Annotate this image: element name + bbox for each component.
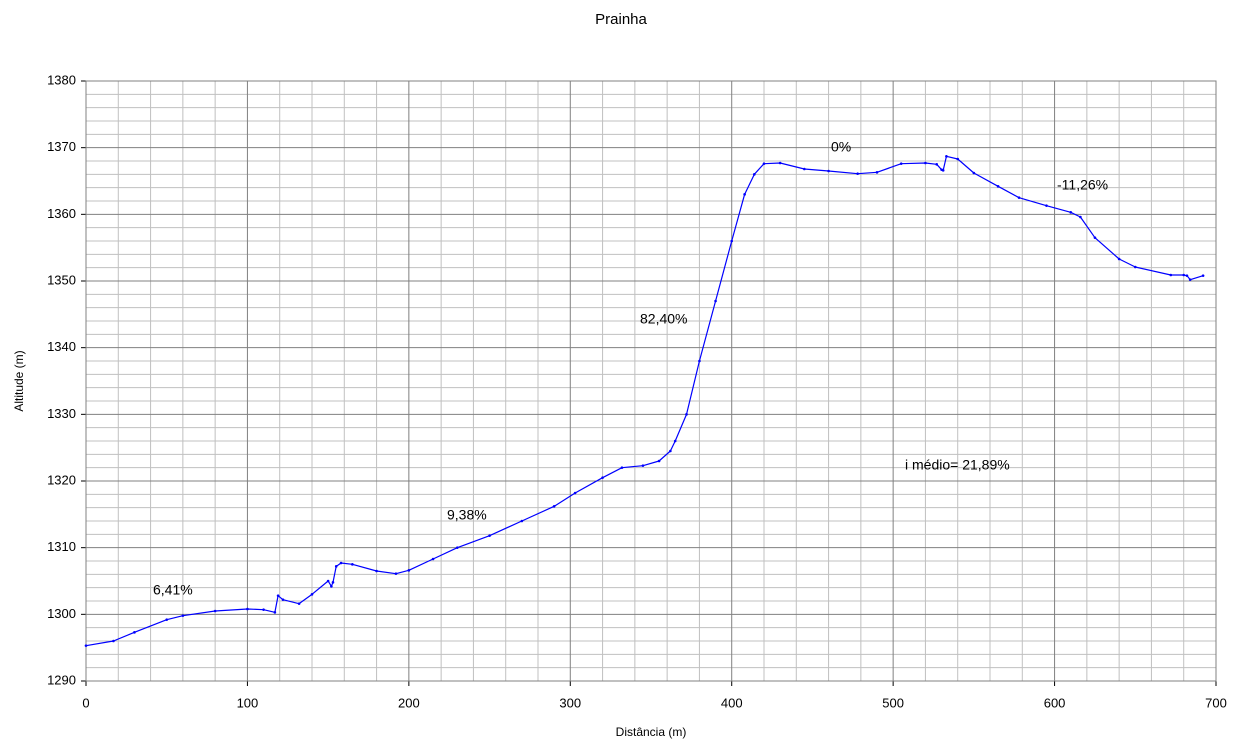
point xyxy=(407,569,411,572)
point xyxy=(297,602,301,605)
x-tick-label: 500 xyxy=(882,695,904,710)
plot-border xyxy=(85,80,1217,682)
point xyxy=(601,476,604,479)
point xyxy=(1201,274,1205,277)
y-tick-label: 1330 xyxy=(47,406,76,421)
point xyxy=(753,173,756,176)
x-tick-label: 0 xyxy=(82,695,89,710)
point xyxy=(856,172,859,175)
x-tick-label: 400 xyxy=(721,695,743,710)
point xyxy=(1045,204,1048,207)
point xyxy=(181,614,185,617)
point xyxy=(133,631,136,634)
y-tick-label: 1290 xyxy=(47,672,76,687)
x-axis-label: Distância (m) xyxy=(616,725,687,739)
point xyxy=(351,563,354,566)
point xyxy=(641,464,645,467)
point xyxy=(431,557,435,561)
point xyxy=(803,167,806,171)
point xyxy=(213,609,217,613)
point xyxy=(1093,236,1097,239)
point xyxy=(1169,273,1173,277)
point xyxy=(762,162,766,165)
point xyxy=(246,607,249,611)
point xyxy=(262,608,265,611)
point xyxy=(945,155,948,158)
y-tick-label: 1370 xyxy=(47,139,76,154)
point xyxy=(310,593,314,596)
point xyxy=(827,169,830,173)
point xyxy=(657,459,661,463)
point xyxy=(743,193,746,196)
y-tick-label: 1360 xyxy=(47,206,76,221)
point xyxy=(276,594,280,597)
chart-title: Prainha xyxy=(595,11,647,28)
point xyxy=(673,439,677,443)
point xyxy=(956,157,960,161)
point xyxy=(620,466,624,469)
annotation: 9,38% xyxy=(447,507,487,523)
point xyxy=(165,618,169,621)
point xyxy=(552,505,556,508)
point xyxy=(1182,273,1186,277)
x-tick-label: 200 xyxy=(398,695,420,710)
point xyxy=(326,579,330,583)
annotation: 0% xyxy=(831,139,851,155)
point xyxy=(112,639,115,643)
point xyxy=(488,534,491,537)
point xyxy=(273,611,277,614)
point xyxy=(455,546,459,549)
point xyxy=(924,161,927,165)
y-tick-label: 1320 xyxy=(47,472,76,487)
point xyxy=(1188,278,1192,281)
point xyxy=(84,644,88,647)
point xyxy=(941,169,945,172)
x-tick-label: 700 xyxy=(1205,695,1227,710)
point xyxy=(1185,274,1189,277)
point xyxy=(899,162,903,165)
point xyxy=(714,299,717,303)
point xyxy=(1117,257,1121,261)
point xyxy=(520,519,524,523)
point xyxy=(375,569,378,573)
point xyxy=(685,413,688,416)
point xyxy=(281,598,285,601)
y-axis-label: Altitude (m) xyxy=(12,350,26,411)
point xyxy=(778,161,782,165)
annotation: i médio= 21,89% xyxy=(905,457,1010,473)
point xyxy=(669,449,672,453)
point xyxy=(972,171,976,175)
point xyxy=(331,581,335,584)
point xyxy=(1017,196,1021,199)
point xyxy=(996,185,1000,188)
point xyxy=(573,491,577,495)
point xyxy=(339,561,343,565)
point xyxy=(875,171,879,174)
point xyxy=(935,163,939,166)
y-tick-label: 1350 xyxy=(47,272,76,287)
x-tick-label: 600 xyxy=(1044,695,1066,710)
point xyxy=(1079,215,1082,219)
point xyxy=(394,572,398,575)
point xyxy=(330,585,333,588)
y-tick-label: 1310 xyxy=(47,539,76,554)
point xyxy=(1133,265,1137,269)
point xyxy=(698,359,701,363)
point xyxy=(1069,211,1073,214)
point xyxy=(334,565,338,568)
annotation: -11,26% xyxy=(1057,177,1108,193)
annotation: 82,40% xyxy=(640,311,687,327)
x-tick-label: 300 xyxy=(559,695,581,710)
y-tick-label: 1380 xyxy=(47,72,76,87)
point xyxy=(730,239,734,243)
x-tick-label: 100 xyxy=(237,695,259,710)
y-tick-label: 1300 xyxy=(47,606,76,621)
y-tick-label: 1340 xyxy=(47,339,76,354)
annotation: 6,41% xyxy=(153,582,193,598)
